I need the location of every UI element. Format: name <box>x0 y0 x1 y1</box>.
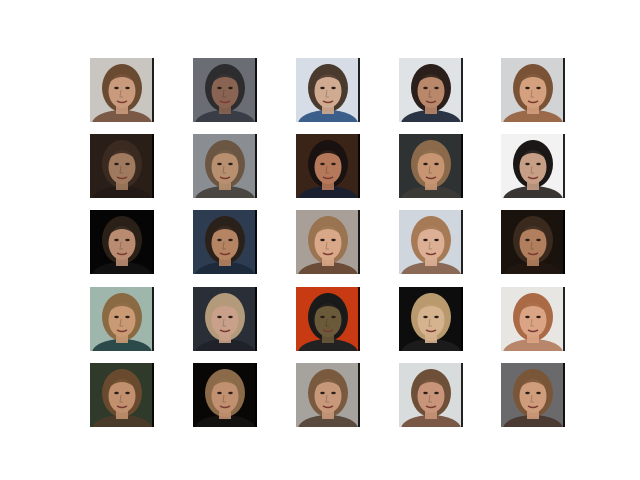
face-sample-image <box>399 363 463 427</box>
face-sample-image <box>399 210 463 274</box>
face-sample-image <box>501 363 565 427</box>
face-sample-image <box>501 210 565 274</box>
face-sample-image <box>193 210 257 274</box>
face-sample-image <box>90 287 154 351</box>
face-sample-image <box>501 287 565 351</box>
face-sample-image <box>296 58 360 122</box>
face-sample-image <box>399 287 463 351</box>
face-sample-image <box>399 134 463 198</box>
face-sample-image <box>501 58 565 122</box>
face-sample-image <box>90 58 154 122</box>
face-sample-image <box>193 134 257 198</box>
face-sample-image <box>193 363 257 427</box>
face-sample-image <box>90 134 154 198</box>
face-sample-image <box>296 210 360 274</box>
face-sample-image <box>501 134 565 198</box>
face-sample-image <box>90 210 154 274</box>
face-sample-image <box>90 363 154 427</box>
face-sample-image <box>193 58 257 122</box>
face-sample-image <box>296 134 360 198</box>
face-sample-image <box>296 363 360 427</box>
face-sample-image <box>193 287 257 351</box>
face-sample-image <box>296 287 360 351</box>
face-sample-image <box>399 58 463 122</box>
